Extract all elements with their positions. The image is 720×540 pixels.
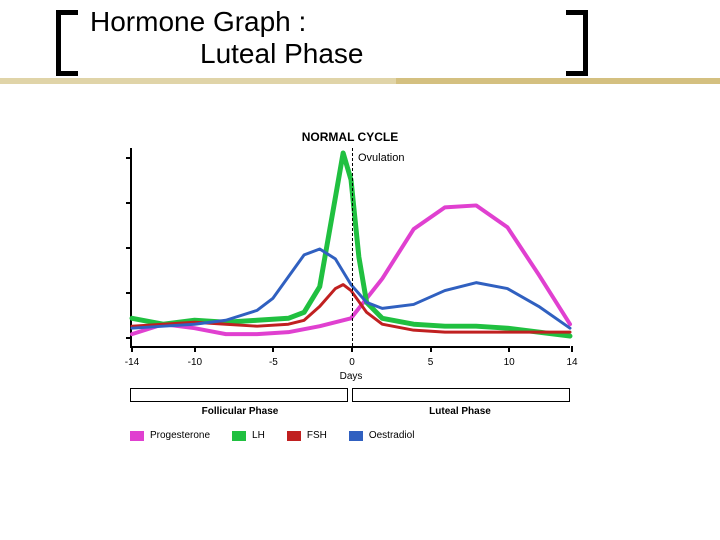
phase-bar-follicular [130, 388, 348, 402]
title-line-1: Hormone Graph : [90, 6, 550, 38]
x-tick-label: 5 [428, 357, 434, 368]
hormone-chart: NORMAL CYCLE Ovulation Days -14-10-50510… [130, 130, 570, 450]
series-lh [132, 153, 570, 336]
x-tick-label: -14 [125, 357, 139, 368]
legend-swatch [349, 431, 363, 441]
phase-label-luteal: Luteal Phase [429, 406, 491, 417]
legend-swatch [287, 431, 301, 441]
decorative-stripe [0, 78, 720, 84]
legend-label: FSH [307, 430, 327, 441]
phase-bar-luteal [352, 388, 570, 402]
title-block: Hormone Graph : Luteal Phase [90, 6, 550, 70]
legend-swatch [232, 431, 246, 441]
ovulation-label: Ovulation [358, 152, 404, 164]
x-tick-label: 10 [504, 357, 515, 368]
legend-swatch [130, 431, 144, 441]
slide: Hormone Graph : Luteal Phase NORMAL CYCL… [0, 0, 720, 540]
legend-item-lh: LH [232, 430, 265, 441]
x-tick-label: -5 [269, 357, 278, 368]
x-tick-label: -10 [188, 357, 202, 368]
chart-lines [132, 148, 570, 346]
legend-label: Progesterone [150, 430, 210, 441]
x-axis-label: Days [340, 371, 363, 382]
x-tick-label: 0 [349, 357, 355, 368]
chart-legend: Progesterone LH FSH Oestradiol [130, 430, 570, 441]
legend-row: Progesterone LH FSH Oestradiol [130, 430, 570, 441]
title-line-2: Luteal Phase [90, 38, 550, 70]
chart-plot: Ovulation Days -14-10-5051014 [130, 148, 570, 348]
legend-label: Oestradiol [369, 430, 415, 441]
bracket-right [566, 10, 588, 76]
series-progesterone [132, 205, 570, 334]
chart-title: NORMAL CYCLE [130, 130, 570, 144]
legend-item-oestradiol: Oestradiol [349, 430, 415, 441]
legend-label: LH [252, 430, 265, 441]
ovulation-line [352, 148, 353, 346]
x-tick-label: 14 [566, 357, 577, 368]
legend-item-progesterone: Progesterone [130, 430, 210, 441]
legend-item-fsh: FSH [287, 430, 327, 441]
bracket-left [56, 10, 78, 76]
phase-label-follicular: Follicular Phase [202, 406, 279, 417]
